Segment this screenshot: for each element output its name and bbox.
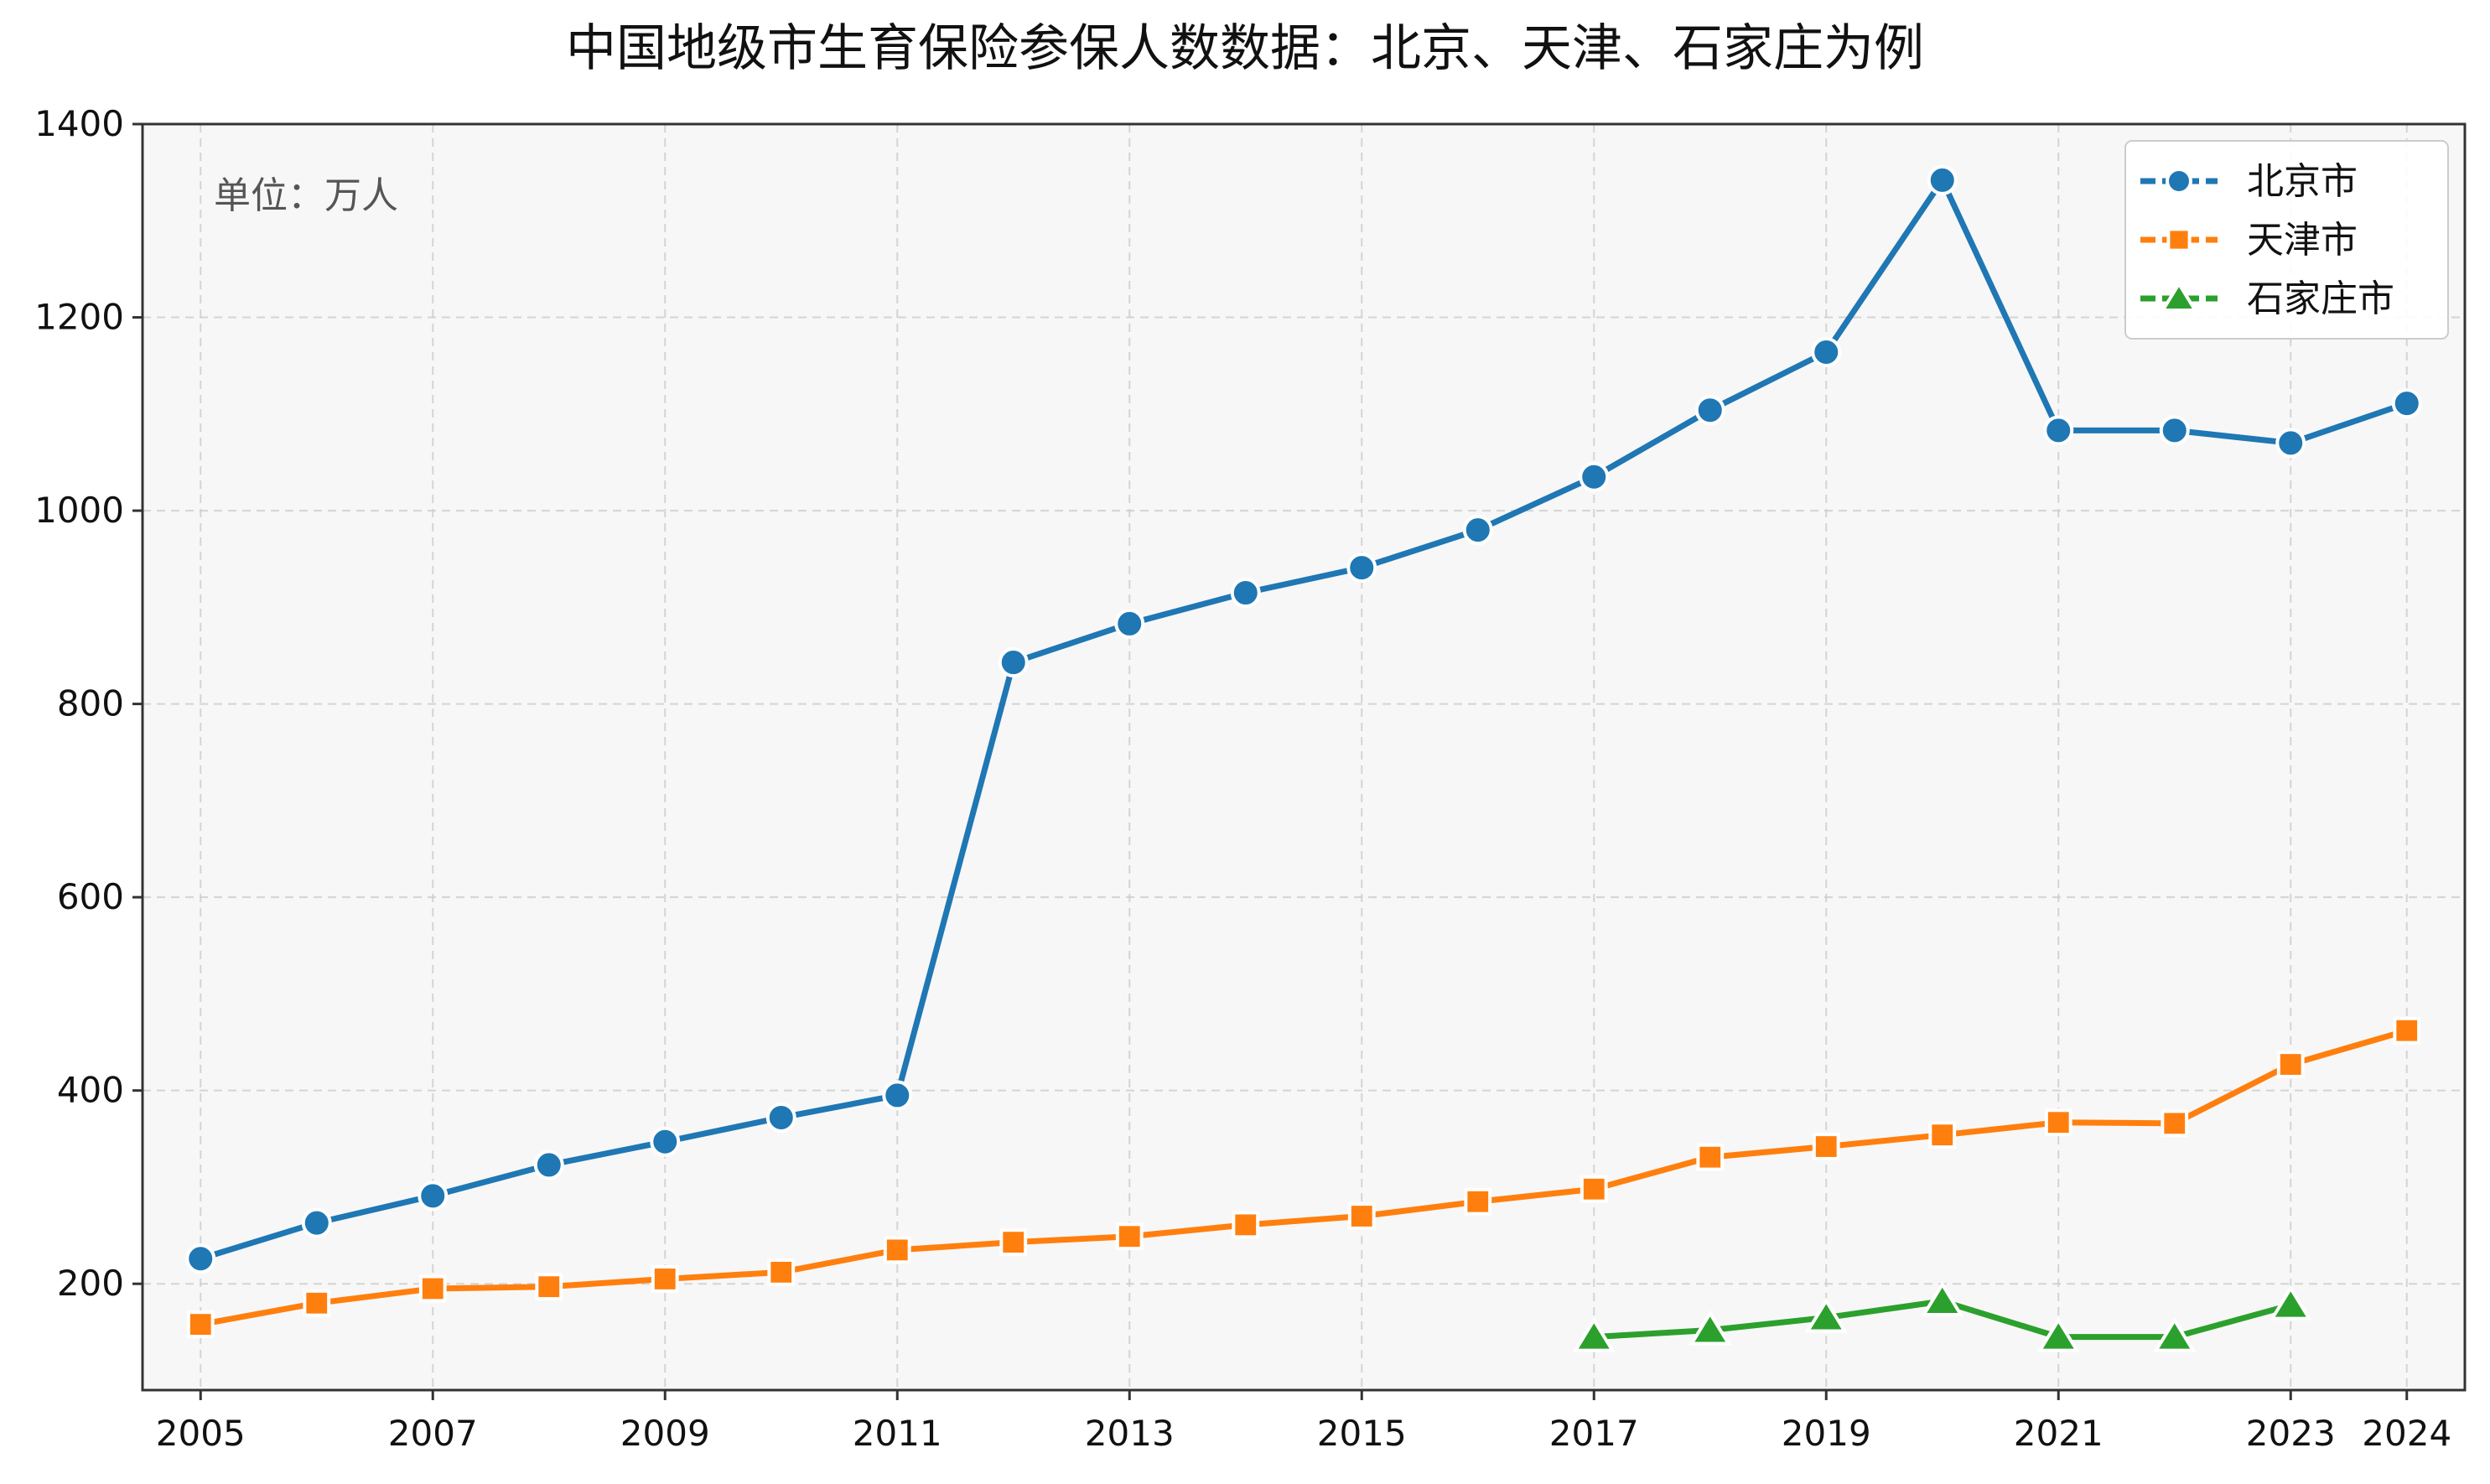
data-point-series-3: [2153, 1316, 2197, 1352]
data-point-series-2: [883, 1236, 911, 1264]
data-point-series-3: [1572, 1316, 1616, 1352]
data-point-series-1: [765, 1102, 796, 1133]
data-point-series-1: [301, 1207, 332, 1238]
plot-frame: [141, 122, 2467, 1392]
x-tick-label: 2005: [156, 1413, 246, 1454]
x-tick-label: 2015: [1317, 1413, 1407, 1454]
data-point-series-3: [2036, 1316, 2080, 1352]
series-line-1: [197, 177, 2410, 1262]
series-3: [1572, 1281, 2312, 1352]
data-point-series-1: [1230, 578, 1261, 609]
series-lines: [185, 164, 2422, 1352]
data-point-series-3: [2269, 1284, 2312, 1321]
y-tick-label: 600: [57, 876, 124, 917]
data-point-series-1: [1927, 164, 1958, 195]
data-point-series-2: [1464, 1187, 1492, 1216]
legend-box: [2124, 140, 2449, 340]
y-tick-label: 1400: [34, 103, 124, 144]
y-tick-label: 1000: [34, 490, 124, 531]
data-point-series-1: [650, 1126, 681, 1157]
data-point-series-1: [185, 1243, 216, 1274]
series-1: [185, 164, 2422, 1274]
data-point-series-1: [2391, 388, 2422, 419]
data-point-series-2: [1232, 1211, 1260, 1239]
data-point-series-1: [2159, 415, 2190, 446]
series-2: [186, 1016, 2421, 1339]
y-tick-label: 400: [57, 1070, 124, 1111]
data-point-series-2: [418, 1274, 447, 1303]
x-tick-label: 2019: [1782, 1413, 1871, 1454]
x-tick-label: 2013: [1085, 1413, 1175, 1454]
data-point-series-3: [1689, 1310, 1732, 1346]
x-tick-label: 2007: [388, 1413, 478, 1454]
x-tick-label: 2011: [853, 1413, 942, 1454]
data-point-series-2: [1115, 1222, 1144, 1251]
data-point-series-2: [1696, 1143, 1725, 1171]
data-point-series-3: [1921, 1281, 1964, 1316]
data-point-series-2: [1812, 1133, 1840, 1160]
legend-label-2: 天津市: [2247, 219, 2358, 262]
data-point-series-2: [767, 1258, 796, 1286]
data-point-series-3: [1804, 1297, 1848, 1333]
data-point-series-2: [2393, 1016, 2421, 1045]
data-point-series-1: [1114, 608, 1145, 639]
data-point-series-1: [882, 1080, 913, 1111]
data-point-series-1: [1579, 461, 1610, 492]
data-point-series-2: [1928, 1121, 1957, 1149]
data-point-series-1: [418, 1180, 449, 1212]
data-point-series-1: [1462, 515, 1493, 546]
legend-label-3: 石家庄市: [2247, 278, 2394, 320]
data-point-series-2: [651, 1265, 679, 1293]
data-point-series-2: [999, 1228, 1028, 1257]
legend-marker-3: [2160, 280, 2198, 312]
data-point-series-2: [2044, 1108, 2072, 1137]
unit-note: 单位：万人: [214, 174, 398, 217]
data-point-series-2: [303, 1289, 331, 1317]
data-point-series-2: [186, 1310, 215, 1339]
data-point-series-1: [2275, 428, 2306, 459]
y-tick-label: 800: [57, 683, 124, 724]
x-tick-label: 2009: [620, 1413, 710, 1454]
data-point-series-1: [2043, 415, 2074, 446]
legend-marker-1: [2166, 168, 2192, 195]
x-tick-label: 2021: [2014, 1413, 2104, 1454]
chart-title: 中国地级市生育保险参保人数数据：北京、天津、石家庄为例: [566, 19, 1924, 78]
data-point-series-2: [2276, 1051, 2305, 1078]
data-point-series-2: [535, 1273, 563, 1301]
legend-marker-2: [2166, 227, 2192, 252]
data-point-series-2: [1347, 1202, 1376, 1230]
data-point-series-2: [2161, 1109, 2189, 1138]
y-tick-label: 200: [57, 1263, 124, 1304]
data-point-series-1: [1346, 553, 1377, 584]
data-point-series-1: [533, 1149, 564, 1180]
axes: 200 400 600 800 1000 1200 1400 2005 2007 2009 2011…: [34, 103, 2451, 1454]
data-point-series-1: [1811, 337, 1842, 368]
x-tick-label: 2024: [2362, 1413, 2451, 1454]
plot-area: [143, 124, 2465, 1390]
data-point-series-1: [998, 647, 1029, 678]
y-tick-label: 1200: [34, 297, 124, 338]
data-point-series-1: [1694, 395, 1725, 426]
legend-label-1: 北京市: [2247, 160, 2358, 203]
data-point-series-2: [1580, 1175, 1608, 1203]
series-line-2: [197, 1027, 2410, 1328]
x-tick-label: 2023: [2246, 1413, 2336, 1454]
x-tick-label: 2017: [1549, 1413, 1639, 1454]
